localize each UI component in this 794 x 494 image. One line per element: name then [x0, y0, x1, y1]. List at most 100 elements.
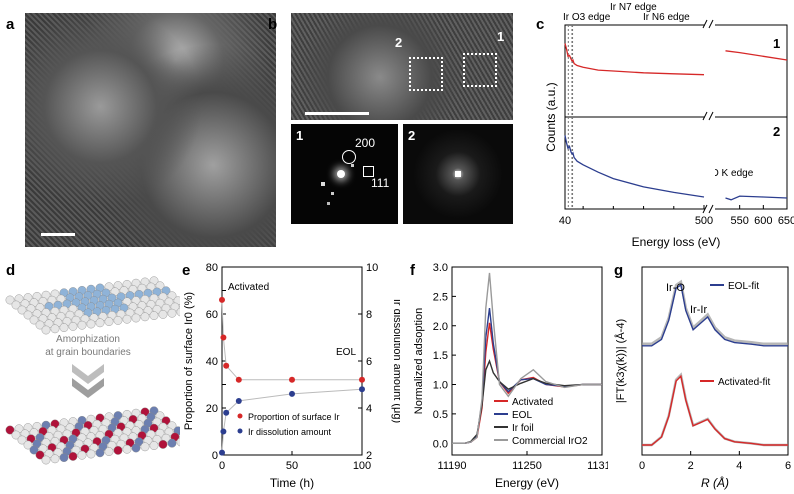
y-tick-label: 40 [206, 356, 218, 368]
legend-label: Activated [512, 397, 553, 408]
axis-break-mark [708, 19, 714, 29]
atom [158, 439, 168, 449]
series-line [452, 272, 602, 445]
panel-d-label: d [6, 262, 16, 279]
panel-a-tem-image [25, 13, 276, 247]
legend-label: Commercial IrO2 [512, 436, 588, 447]
atom [59, 453, 69, 463]
atom [41, 325, 51, 335]
atom [77, 450, 87, 460]
data-point [219, 296, 225, 303]
e-xlabel: Time (h) [270, 476, 314, 490]
data-point [223, 409, 230, 416]
atom [86, 449, 96, 459]
panel-c-label: c [536, 16, 545, 33]
legend-label: Ir foil [512, 423, 534, 434]
down-chevron-icon [72, 378, 104, 398]
data-point [235, 376, 242, 383]
edge-label-n6: Ir N6 edge [643, 12, 690, 23]
atom [149, 441, 159, 451]
x-tick-label: 600 [754, 215, 772, 227]
y-tick-label: 0.5 [433, 409, 448, 421]
atom [167, 438, 177, 448]
atom [176, 437, 180, 447]
legend-marker [237, 413, 243, 419]
x-tick-label: 2 [688, 460, 694, 472]
data-point [220, 334, 227, 341]
d-caption-line1: Amorphization [56, 334, 120, 345]
axis-break-mark [708, 111, 714, 121]
region-box-1 [463, 53, 497, 87]
data-trace [642, 279, 788, 346]
region-label-2: 2 [395, 35, 403, 50]
axis-break-mark [702, 19, 708, 29]
atom [167, 308, 177, 318]
fft-label-2: 2 [408, 128, 416, 143]
panel-f-label: f [410, 262, 415, 279]
atom [11, 430, 21, 440]
g-peak-iro: Ir-O [666, 282, 685, 294]
atom [122, 314, 132, 324]
y-tick-label: 0 [212, 450, 218, 462]
e-ylabel-left: Proportion of surface Ir0 (%) [183, 292, 195, 430]
edge-label-n7: Ir N7 edge [610, 2, 657, 13]
x-tick-label: 11190 [438, 460, 467, 472]
trace-1-right [725, 50, 788, 61]
down-chevron-icon [72, 364, 104, 384]
y-tick-label: 2.0 [433, 321, 448, 333]
atom [23, 310, 33, 320]
legend-label: EOL [512, 410, 532, 421]
panel-d-illustration: Amorphization at grain boundaries [5, 276, 180, 465]
g-peak-irir: Ir-Ir [690, 304, 707, 316]
atom [140, 442, 150, 452]
y-tick-label: 1.5 [433, 350, 448, 362]
atom [113, 316, 123, 325]
atom [17, 305, 27, 315]
atom [95, 448, 105, 458]
y-tick-label: 3.0 [433, 262, 448, 274]
legend-marker [237, 428, 243, 434]
chart-c: Ir O3 edge Ir N7 edge Ir N6 edge 1 2 O K… [544, 2, 794, 249]
series-line [221, 299, 362, 381]
atom [77, 320, 87, 330]
atom [122, 444, 132, 454]
x-tick-label: 50 [286, 460, 298, 472]
x-tick-label: 6 [785, 460, 791, 472]
e-annotation-activated: Activated [228, 282, 269, 293]
panel-g-label: g [614, 262, 624, 279]
ok-edge-label: O K edge [711, 168, 754, 179]
atom [11, 300, 21, 310]
y-tick-label: 20 [206, 403, 218, 415]
chart-g: 0 2 4 6 Ir-O Ir-Ir EOL-fit Activated-fit |FT… [614, 266, 791, 490]
c-ylabel: Counts (a.u.) [544, 82, 558, 151]
spot-box-111 [363, 166, 374, 177]
y-tick-label-right: 4 [366, 403, 372, 415]
atom [50, 454, 60, 464]
x-tick-label: 40 [559, 215, 571, 227]
region-label-1: 1 [497, 29, 505, 44]
legend-label: Proportion of surface Ir [248, 412, 340, 422]
atom [104, 317, 114, 326]
atom [23, 440, 33, 450]
atom [5, 295, 15, 305]
panel-e-label: e [182, 262, 191, 279]
f-ylabel: Normalized adsoption [413, 308, 425, 414]
c-xlabel: Energy loss (eV) [632, 235, 721, 249]
x-tick-label: 0 [639, 460, 645, 472]
legend-label: EOL-fit [728, 281, 759, 292]
panel-a-label: a [6, 16, 15, 33]
atom [131, 443, 141, 453]
x-tick-label: 11250 [512, 460, 542, 472]
atom [35, 320, 45, 330]
axis-break-mark [702, 111, 708, 121]
atom [86, 319, 96, 329]
atom [5, 425, 15, 435]
trace-label-1: 1 [773, 36, 780, 51]
y-tick-label-right: 2 [366, 450, 372, 462]
series-line [221, 388, 363, 453]
legend-label: Activated-fit [718, 377, 770, 388]
data-point [223, 362, 230, 369]
x-tick-label: 650 [778, 215, 794, 227]
data-point [220, 428, 227, 435]
